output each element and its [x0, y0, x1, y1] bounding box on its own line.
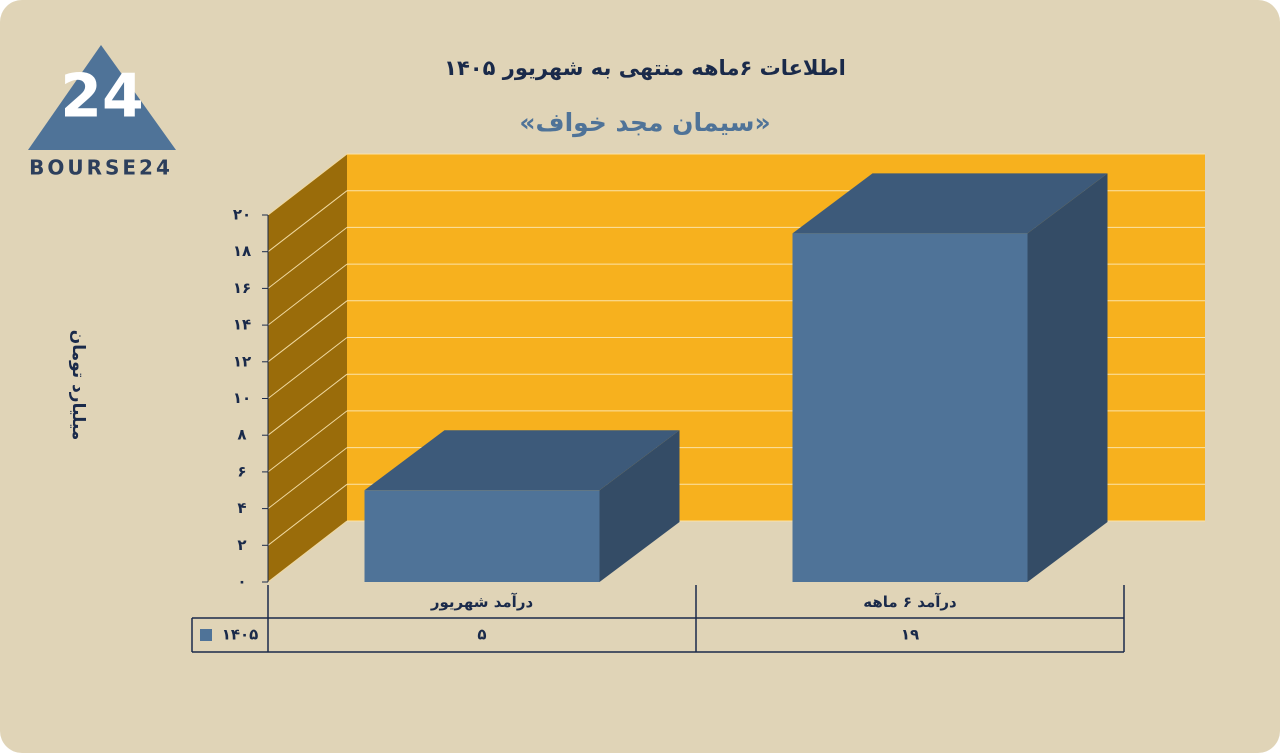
bar-top — [364, 430, 680, 491]
bar-top — [792, 173, 1108, 234]
grid-line — [267, 263, 348, 326]
y-tick-label: ۱۰ — [233, 389, 251, 407]
grid-line — [267, 483, 348, 546]
legend-swatch — [200, 629, 212, 641]
logo-text: BOURSE24 — [29, 156, 173, 180]
grid-line — [267, 227, 348, 289]
y-tick-label: ۲ — [237, 536, 246, 554]
bar — [792, 233, 1028, 582]
y-tick-label: ۴ — [237, 499, 246, 517]
grid-line — [267, 300, 348, 363]
y-tick-label: ۱۸ — [233, 242, 251, 260]
bar-side — [1027, 173, 1108, 582]
x-tick-label: درآمد ۶ ماهه — [863, 593, 957, 611]
value-label: ۱۹ — [901, 626, 919, 644]
grid-line — [267, 190, 348, 253]
y-tick-label: ۱۴ — [233, 316, 251, 334]
x-tick-label: درآمد شهریور — [430, 593, 534, 611]
chart-title: اطلاعات ۶ماهه منتهی به شهریور ۱۴۰۵ — [444, 56, 846, 80]
y-tick-label: ۲۰ — [233, 206, 251, 224]
grid-line — [267, 153, 348, 216]
grid-line — [267, 410, 348, 473]
grid-line — [267, 337, 348, 399]
grid-line — [267, 373, 348, 436]
y-tick-label: ۰ — [237, 573, 246, 591]
logo-mark: 24 — [60, 62, 144, 132]
y-axis-label: میلیارد تومان — [68, 330, 88, 441]
legend-label: ۱۴۰۵ — [222, 626, 259, 644]
y-tick-label: ۱۲ — [233, 352, 251, 370]
value-label: ۵ — [477, 626, 486, 644]
grid-line — [267, 520, 348, 583]
y-tick-label: ۸ — [237, 426, 246, 444]
bar-side — [599, 430, 680, 582]
chart-subtitle: «سیمان مجد خواف» — [519, 108, 770, 138]
bar — [364, 490, 600, 582]
y-tick-label: ۶ — [237, 462, 246, 480]
y-tick-label: ۱۶ — [233, 279, 251, 297]
logo-triangle — [28, 45, 176, 150]
grid-line — [267, 447, 348, 509]
